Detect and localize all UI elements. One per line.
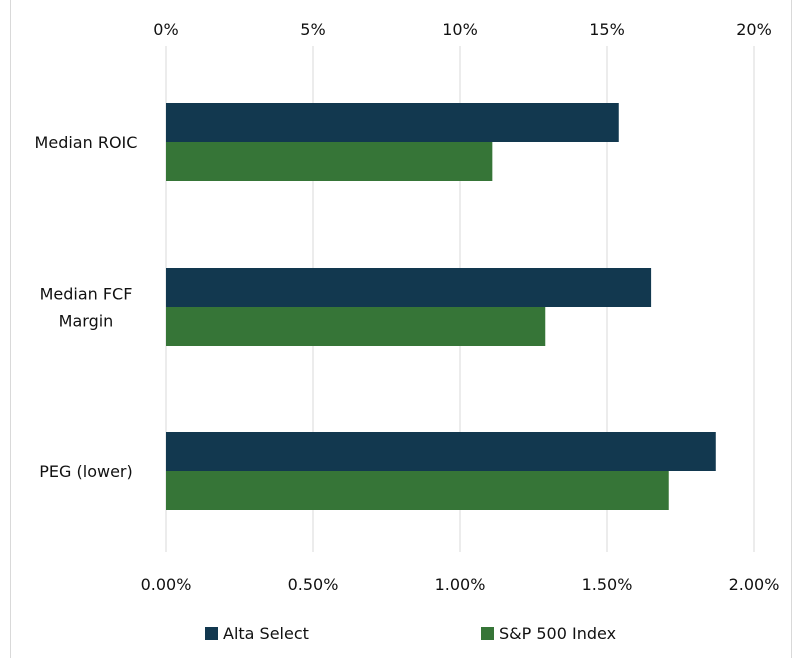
top-tick-label: 0% <box>153 20 178 39</box>
category-labels: Median ROIC Median FCF Margin PEG (lower) <box>35 133 138 481</box>
category-label: PEG (lower) <box>39 462 132 481</box>
category-label: Margin <box>59 312 114 331</box>
top-axis-ticks: 0% 5% 10% 15% 20% <box>153 20 771 39</box>
chart-frame <box>10 0 792 658</box>
top-tick-label: 20% <box>736 20 772 39</box>
legend-label-sp500: S&P 500 Index <box>499 624 617 643</box>
bottom-tick-label: 0.00% <box>141 575 192 594</box>
top-tick-label: 5% <box>300 20 325 39</box>
bottom-tick-label: 2.00% <box>729 575 780 594</box>
bar-peg-lower-alta-select <box>166 432 716 471</box>
bottom-tick-label: 0.50% <box>288 575 339 594</box>
bottom-axis-ticks: 0.00% 0.50% 1.00% 1.50% 2.00% <box>141 575 780 594</box>
bar-median-roic-s-p-500-index <box>166 142 493 181</box>
bottom-tick-label: 1.00% <box>435 575 486 594</box>
legend-swatch-sp500 <box>481 627 494 640</box>
bar-peg-lower-s-p-500-index <box>166 471 669 510</box>
legend-item-alta-select: Alta Select <box>205 624 309 643</box>
top-tick-label: 15% <box>589 20 625 39</box>
top-tick-label: 10% <box>442 20 478 39</box>
bar-median-roic-alta-select <box>166 103 619 142</box>
category-label: Median ROIC <box>35 133 138 152</box>
bottom-tick-label: 1.50% <box>582 575 633 594</box>
bar-median-fcf-margin-s-p-500-index <box>166 307 546 346</box>
bar-median-fcf-margin-alta-select <box>166 268 652 307</box>
legend-swatch-alta-select <box>205 627 218 640</box>
legend-label-alta-select: Alta Select <box>223 624 309 643</box>
category-label: Median FCF <box>40 285 133 304</box>
legend-item-sp500: S&P 500 Index <box>481 624 616 643</box>
bars <box>166 103 716 510</box>
